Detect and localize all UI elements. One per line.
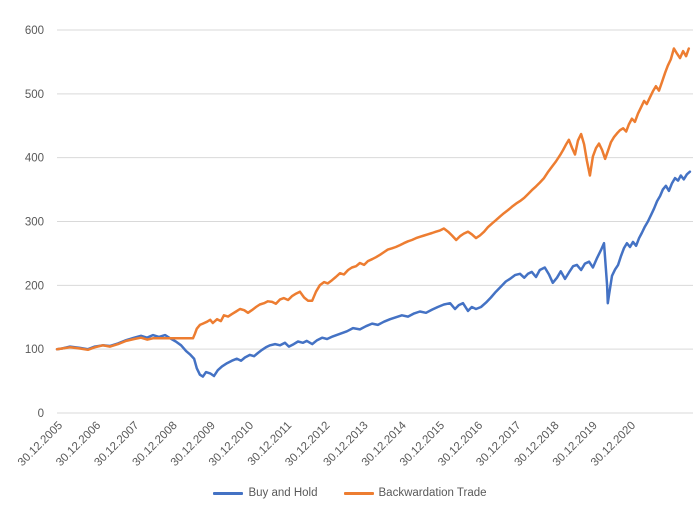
legend-item-buy-and-hold: Buy and Hold <box>213 486 318 500</box>
legend-item-backwardation-trade: Backwardation Trade <box>343 486 487 500</box>
y-tick-label: 500 <box>25 89 44 101</box>
legend-label: Backwardation Trade <box>378 487 487 499</box>
legend-label: Buy and Hold <box>248 487 318 499</box>
legend-line-swatch-blue <box>213 491 244 495</box>
plot-area: 0 100 200 300 400 500 600 30.12.200530.12.20063… <box>16 25 693 469</box>
y-axis-labels: 0 100 200 300 400 500 600 <box>25 25 44 420</box>
series-line-backwardation-trade <box>55 47 691 352</box>
y-tick-label: 300 <box>25 217 44 229</box>
y-tick-label: 400 <box>25 153 44 165</box>
legend-line-swatch-orange <box>343 491 374 495</box>
y-gridlines <box>57 29 693 414</box>
y-tick-label: 600 <box>25 25 44 37</box>
y-tick-label: 100 <box>25 344 44 356</box>
x-axis-labels: 30.12.200530.12.200630.12.200730.12.2008… <box>16 419 638 469</box>
chart-legend: Buy and Hold Backwardation Trade <box>0 486 700 500</box>
y-tick-label: 0 <box>38 408 44 420</box>
y-tick-label: 200 <box>25 280 44 292</box>
series-line-buy-and-hold <box>55 170 692 378</box>
